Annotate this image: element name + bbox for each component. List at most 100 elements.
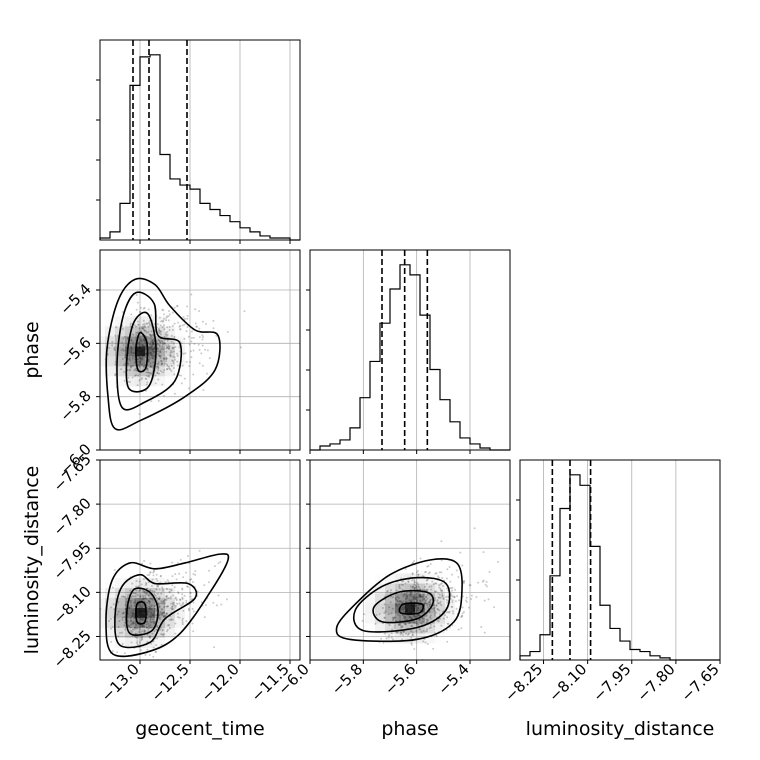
- sample-point: [151, 598, 154, 601]
- sample-point: [426, 565, 429, 568]
- sample-point: [170, 602, 173, 605]
- sample-point: [166, 363, 169, 366]
- sample-point: [413, 580, 416, 583]
- sample-point: [194, 322, 197, 325]
- sample-point: [139, 361, 142, 364]
- sample-point: [152, 342, 155, 345]
- sample-point: [129, 589, 132, 592]
- sample-point: [421, 596, 424, 599]
- sample-point: [166, 579, 169, 582]
- sample-point: [111, 586, 114, 589]
- sample-point: [459, 551, 462, 554]
- sample-point: [171, 594, 174, 597]
- sample-point: [156, 371, 159, 374]
- sample-point: [160, 363, 163, 366]
- density-cell: [155, 346, 165, 357]
- sample-point: [121, 311, 124, 314]
- sample-point: [155, 650, 158, 653]
- sample-point: [163, 615, 166, 618]
- sample-point: [145, 592, 148, 595]
- sample-point: [158, 602, 161, 605]
- sample-point: [410, 643, 413, 646]
- contour-line: [105, 277, 221, 431]
- sample-point: [132, 364, 135, 367]
- sample-point: [181, 617, 184, 620]
- sample-point: [394, 596, 397, 599]
- sample-point: [436, 599, 439, 602]
- sample-point: [434, 614, 437, 617]
- sample-point: [413, 581, 416, 584]
- sample-point: [410, 599, 413, 602]
- sample-point: [136, 358, 139, 361]
- sample-point: [156, 625, 159, 628]
- sample-point: [425, 588, 428, 591]
- sample-point: [409, 585, 412, 588]
- sample-point: [145, 378, 148, 381]
- histogram-phase: [310, 264, 510, 451]
- sample-point: [439, 589, 442, 592]
- sample-point: [424, 599, 427, 602]
- sample-point: [110, 640, 113, 643]
- sample-point: [142, 344, 145, 347]
- sample-point: [419, 588, 422, 591]
- sample-point: [201, 344, 204, 347]
- sample-point: [162, 357, 165, 360]
- sample-point: [165, 595, 168, 598]
- sample-point: [137, 364, 140, 367]
- sample-point: [183, 594, 186, 597]
- sample-point: [138, 641, 141, 644]
- sample-point: [165, 595, 168, 598]
- sample-point: [438, 602, 441, 605]
- sample-point: [419, 557, 422, 560]
- sample-point: [182, 316, 185, 319]
- sample-point: [138, 580, 141, 583]
- sample-point: [402, 583, 405, 586]
- sample-point: [124, 356, 127, 359]
- sample-point: [451, 599, 454, 602]
- sample-point: [168, 313, 171, 316]
- sample-point: [186, 555, 189, 558]
- sample-point: [123, 652, 126, 655]
- density-cell: [415, 583, 425, 594]
- density-cell: [165, 597, 175, 608]
- density-cell: [375, 583, 385, 594]
- histogram-luminosity_distance: [519, 474, 720, 661]
- sample-point: [137, 358, 140, 361]
- sample-point: [401, 580, 404, 583]
- sample-point: [123, 379, 126, 382]
- sample-point: [139, 603, 142, 606]
- sample-point: [157, 366, 160, 369]
- sample-point: [415, 586, 418, 589]
- sample-point: [178, 325, 181, 328]
- sample-point: [136, 384, 139, 387]
- sample-point: [177, 592, 180, 595]
- sample-point: [144, 326, 147, 329]
- density-cell: [165, 346, 175, 357]
- sample-point: [139, 311, 142, 314]
- sample-point: [429, 563, 432, 566]
- sample-point: [131, 582, 134, 585]
- sample-point: [146, 620, 149, 623]
- sample-point: [156, 363, 159, 366]
- sample-point: [157, 350, 160, 353]
- sample-point: [149, 337, 152, 340]
- sample-point: [467, 606, 470, 609]
- sample-point: [173, 586, 176, 589]
- sample-point: [190, 340, 193, 343]
- sample-point: [484, 583, 487, 586]
- sample-point: [146, 633, 149, 636]
- sample-point: [470, 594, 473, 597]
- sample-point: [161, 588, 164, 591]
- sample-point: [133, 626, 136, 629]
- sample-point: [150, 366, 153, 369]
- sample-point: [418, 599, 421, 602]
- contour-line: [125, 311, 157, 393]
- sample-point: [449, 580, 452, 583]
- sample-point: [145, 597, 148, 600]
- sample-point: [171, 607, 174, 610]
- sample-point: [149, 597, 152, 600]
- sample-point: [154, 604, 157, 607]
- sample-point: [131, 628, 134, 631]
- sample-point: [425, 579, 428, 582]
- sample-point: [155, 588, 158, 591]
